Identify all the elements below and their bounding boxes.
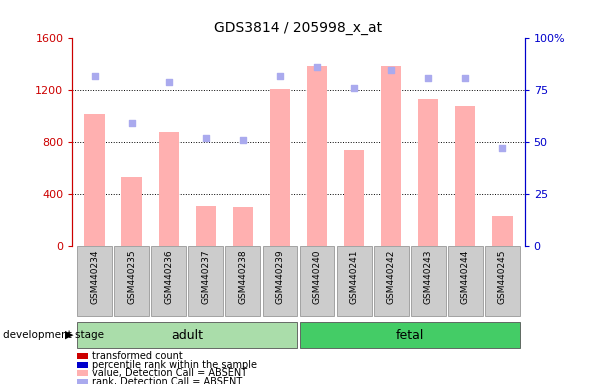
Text: GSM440234: GSM440234 [90, 249, 99, 304]
Bar [448, 247, 483, 316]
Point [127, 120, 136, 126]
Bar [151, 247, 186, 316]
Title: GDS3814 / 205998_x_at: GDS3814 / 205998_x_at [215, 21, 382, 35]
Text: GSM440239: GSM440239 [276, 249, 285, 304]
Text: GSM440237: GSM440237 [201, 249, 210, 304]
Text: GSM440240: GSM440240 [312, 249, 321, 304]
Bar [307, 66, 327, 246]
Bar [114, 247, 149, 316]
Bar [195, 205, 216, 246]
Bar [418, 99, 438, 246]
Bar [381, 66, 402, 246]
Bar [159, 132, 179, 246]
Text: GSM440243: GSM440243 [424, 249, 433, 304]
Text: GSM440236: GSM440236 [164, 249, 173, 304]
Bar [262, 247, 297, 316]
Text: transformed count: transformed count [92, 351, 182, 361]
Bar [374, 247, 409, 316]
Point [387, 66, 396, 73]
Point [164, 79, 174, 85]
Bar [485, 247, 520, 316]
Point [238, 137, 248, 143]
Point [461, 75, 470, 81]
Text: GSM440238: GSM440238 [238, 249, 247, 304]
Point [423, 75, 433, 81]
Text: development stage: development stage [3, 330, 104, 340]
Bar [84, 114, 105, 246]
Text: value, Detection Call = ABSENT: value, Detection Call = ABSENT [92, 368, 247, 378]
Point [201, 135, 210, 141]
Point [497, 145, 507, 151]
Bar [77, 322, 297, 348]
Bar [300, 247, 335, 316]
Bar [300, 322, 520, 348]
Bar [270, 89, 290, 246]
Point [275, 73, 285, 79]
Text: percentile rank within the sample: percentile rank within the sample [92, 360, 257, 370]
Text: GSM440242: GSM440242 [387, 249, 396, 304]
Bar [233, 207, 253, 246]
Bar [455, 106, 476, 246]
Bar [226, 247, 260, 316]
Bar [188, 247, 223, 316]
Point [312, 65, 322, 71]
Bar [492, 216, 513, 246]
Bar [411, 247, 446, 316]
Bar [77, 247, 112, 316]
Text: GSM440244: GSM440244 [461, 249, 470, 304]
Bar [344, 150, 364, 246]
Text: adult: adult [171, 329, 203, 341]
Text: GSM440245: GSM440245 [498, 249, 507, 304]
Text: fetal: fetal [396, 329, 424, 341]
Text: GSM440235: GSM440235 [127, 249, 136, 304]
Bar [336, 247, 371, 316]
Text: GSM440241: GSM440241 [350, 249, 359, 304]
Point [90, 73, 99, 79]
Point [349, 85, 359, 91]
Bar [121, 177, 142, 246]
Text: ▶: ▶ [65, 330, 74, 340]
Text: rank, Detection Call = ABSENT: rank, Detection Call = ABSENT [92, 377, 242, 384]
